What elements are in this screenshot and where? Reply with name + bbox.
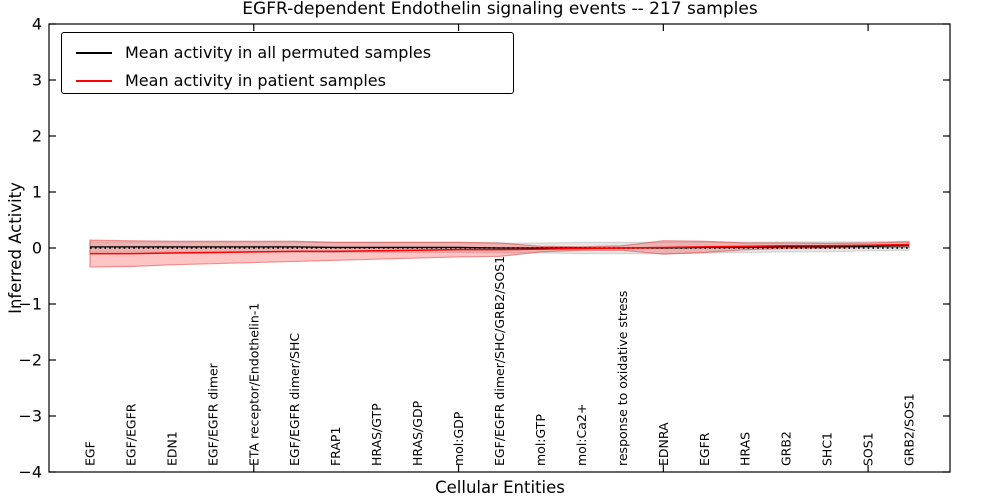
x-category-label: EGF/EGFR dimer/SHC xyxy=(287,333,302,466)
x-category-label: GRB2/SOS1 xyxy=(902,393,917,466)
y-tick-label: −4 xyxy=(18,463,42,482)
x-category-label: GRB2 xyxy=(779,431,794,466)
y-axis-label: Inferred Activity xyxy=(6,182,25,314)
legend-label: Mean activity in all permuted samples xyxy=(125,43,432,62)
legend-line-sample-black xyxy=(76,51,112,54)
y-tick-label: 2 xyxy=(32,127,42,146)
x-category-label: EGF/EGFR xyxy=(123,403,138,466)
x-category-label: EGF/EGFR dimer xyxy=(205,362,220,466)
x-category-label: EGF xyxy=(82,441,97,466)
y-tick-label: 4 xyxy=(32,15,42,34)
x-category-label: HRAS/GDP xyxy=(410,400,425,466)
y-tick-label: −2 xyxy=(18,351,42,370)
x-category-label: EDNRA xyxy=(656,422,671,466)
x-category-label: ETA receptor/Endothelin-1 xyxy=(246,303,261,466)
legend-line-sample-red xyxy=(76,79,112,82)
x-category-label: FRAP1 xyxy=(328,427,343,466)
y-tick-label: −1 xyxy=(18,295,42,314)
x-axis-label: Cellular Entities xyxy=(435,478,565,497)
x-category-label: EDN1 xyxy=(164,431,179,466)
x-category-label: EGF/EGFR dimer/SHC/GRB2/SOS1 xyxy=(492,256,507,466)
x-category-label: HRAS xyxy=(738,432,753,466)
y-tick-label: 1 xyxy=(32,183,42,202)
x-category-label: response to oxidative stress xyxy=(615,291,630,466)
x-category-label: mol:GTP xyxy=(533,414,548,466)
y-tick-label: 3 xyxy=(32,71,42,90)
x-category-label: SHC1 xyxy=(820,432,835,466)
x-category-label: mol:GDP xyxy=(451,411,466,466)
permuted-mean-line xyxy=(89,245,910,249)
chart-title: EGFR-dependent Endothelin signaling even… xyxy=(242,0,758,19)
legend-label: Mean activity in patient samples xyxy=(125,71,386,90)
x-category-label: EGFR xyxy=(697,432,712,466)
legend-entry-patient: Mean activity in patient samples xyxy=(76,68,513,93)
x-category-label: mol:Ca2+ xyxy=(574,404,589,466)
legend: Mean activity in all permuted samples Me… xyxy=(61,32,514,94)
legend-entry-permuted: Mean activity in all permuted samples xyxy=(76,40,513,65)
y-tick-label: 0 xyxy=(32,239,42,258)
patient-mean-line xyxy=(89,243,910,255)
y-tick-label: −3 xyxy=(18,407,42,426)
x-category-label: SOS1 xyxy=(861,432,876,466)
x-category-label: HRAS/GTP xyxy=(369,403,384,466)
